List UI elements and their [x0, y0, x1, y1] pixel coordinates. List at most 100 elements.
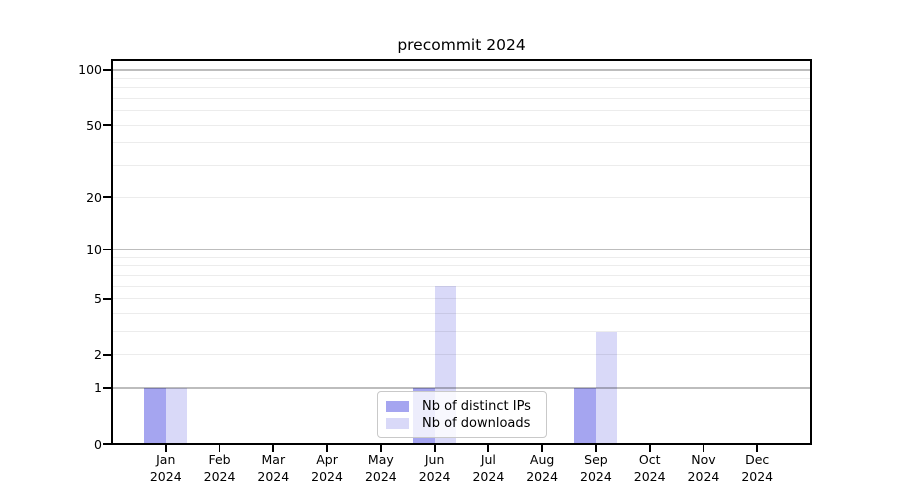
x-tick-oct — [648, 445, 651, 452]
x-tick-label-may: May 2024 — [354, 451, 408, 485]
y-tick-5 — [103, 297, 111, 300]
legend-label-distinct-ips: Nb of distinct IPs — [422, 398, 531, 414]
x-tick-month: Mar — [261, 452, 286, 467]
x-tick-year: 2024 — [203, 469, 236, 484]
legend-swatch-downloads — [386, 417, 409, 429]
y-axis-spine — [111, 59, 113, 445]
y-tick-label-1: 1 — [94, 380, 102, 396]
x-tick-label-oct: Oct 2024 — [623, 451, 677, 485]
legend: Nb of distinct IPs Nb of downloads — [377, 391, 547, 438]
x-tick-year: 2024 — [418, 469, 451, 484]
gridline-minor-50 — [112, 124, 811, 126]
y-tick-label-100: 100 — [78, 62, 102, 78]
gridline-minor-20 — [112, 196, 811, 198]
x-tick-month: Aug — [529, 452, 555, 467]
x-tick-label-dec: Dec 2024 — [730, 451, 784, 485]
x-tick-apr — [326, 445, 328, 452]
x-tick-month: Jan — [156, 452, 176, 467]
y-tick-20 — [103, 196, 111, 199]
x-tick-jul — [487, 445, 490, 452]
x-tick-feb — [218, 445, 221, 452]
gridline-minor-60 — [112, 110, 811, 112]
top-spine — [111, 59, 812, 61]
x-tick-sep — [595, 445, 597, 452]
x-tick-year: 2024 — [311, 469, 343, 484]
legend-entry-downloads: Nb of downloads — [386, 415, 538, 431]
x-axis-spine — [111, 443, 812, 445]
gridline-minor-8 — [112, 265, 811, 267]
x-tick-month: Sep — [584, 452, 608, 467]
y-tick-label-10: 10 — [86, 242, 102, 258]
y-tick-50 — [103, 124, 111, 127]
y-tick-label-5: 5 — [94, 291, 102, 307]
gridline-minor-70 — [112, 97, 811, 99]
y-tick-label-2: 2 — [94, 347, 102, 363]
gridline-major-10 — [112, 248, 811, 251]
x-tick-label-mar: Mar 2024 — [246, 451, 300, 485]
x-tick-year: 2024 — [580, 469, 612, 484]
gridline-major-1 — [112, 387, 811, 389]
gridline-minor-9 — [112, 256, 811, 258]
x-tick-mar — [272, 445, 275, 452]
gridline-minor-6 — [112, 285, 811, 287]
x-tick-label-sep: Sep 2024 — [569, 451, 623, 485]
x-tick-month: Nov — [691, 452, 716, 467]
gridline-minor-5 — [112, 298, 811, 300]
bar-distinct-ips-sep — [574, 387, 596, 444]
x-tick-year: 2024 — [741, 469, 774, 484]
x-tick-year: 2024 — [472, 469, 505, 484]
y-tick-10 — [103, 248, 111, 251]
x-tick-may — [379, 445, 382, 452]
x-tick-year: 2024 — [687, 469, 720, 484]
x-tick-jun — [433, 445, 436, 452]
x-tick-year: 2024 — [633, 469, 666, 484]
x-tick-month: Oct — [638, 452, 661, 467]
bar-distinct-ips-jan — [144, 387, 166, 444]
x-tick-month: Jun — [424, 452, 445, 467]
x-tick-year: 2024 — [526, 469, 559, 484]
legend-label-downloads: Nb of downloads — [422, 415, 531, 431]
gridline-minor-30 — [112, 165, 811, 167]
x-tick-year: 2024 — [149, 469, 182, 484]
gridline-minor-7 — [112, 274, 811, 276]
x-tick-month: Feb — [208, 452, 231, 467]
x-tick-label-aug: Aug 2024 — [515, 451, 569, 485]
gridline-minor-2 — [112, 354, 811, 356]
x-tick-label-jan: Jan 2024 — [139, 451, 193, 485]
x-tick-label-nov: Nov 2024 — [676, 451, 730, 485]
bar-downloads-jan — [165, 387, 188, 444]
x-tick-label-feb: Feb 2024 — [193, 451, 247, 485]
x-tick-month: Dec — [745, 452, 770, 467]
legend-swatch-distinct-ips — [386, 400, 409, 412]
gridline-minor-3 — [112, 331, 811, 333]
y-tick-label-0: 0 — [94, 436, 102, 452]
x-tick-nov — [702, 445, 705, 452]
y-tick-label-20: 20 — [86, 189, 102, 205]
y-tick-0 — [103, 443, 111, 445]
chart-title: precommit 2024 — [397, 36, 526, 54]
legend-entry-distinct-ips: Nb of distinct IPs — [386, 398, 538, 414]
y-tick-1 — [103, 386, 111, 389]
x-tick-dec — [756, 445, 759, 452]
x-tick-jan — [164, 445, 167, 452]
x-tick-label-jun: Jun 2024 — [408, 451, 462, 485]
gridline-minor-80 — [112, 87, 811, 89]
x-tick-label-apr: Apr 2024 — [300, 451, 354, 485]
plot-area: 0 1 2 5 10 20 50 100 Jan 2024 Feb 2024 Mar 2024 Apr 202… — [78, 59, 812, 484]
x-tick-aug — [541, 445, 544, 452]
gridline-minor-4 — [112, 313, 811, 314]
y-tick-label-50: 50 — [86, 117, 102, 133]
gridline-major-100 — [112, 69, 811, 71]
x-tick-month: Apr — [316, 452, 338, 467]
gridline-minor-40 — [112, 142, 811, 144]
x-tick-month: May — [367, 452, 394, 467]
x-tick-year: 2024 — [257, 469, 290, 484]
x-tick-label-jul: Jul 2024 — [461, 451, 515, 485]
y-tick-2 — [103, 354, 111, 356]
y-tick-100 — [103, 68, 111, 71]
x-tick-year: 2024 — [364, 469, 397, 484]
gridline-minor-90 — [112, 77, 811, 79]
bar-downloads-sep — [595, 331, 618, 444]
x-tick-month: Jul — [480, 452, 496, 467]
